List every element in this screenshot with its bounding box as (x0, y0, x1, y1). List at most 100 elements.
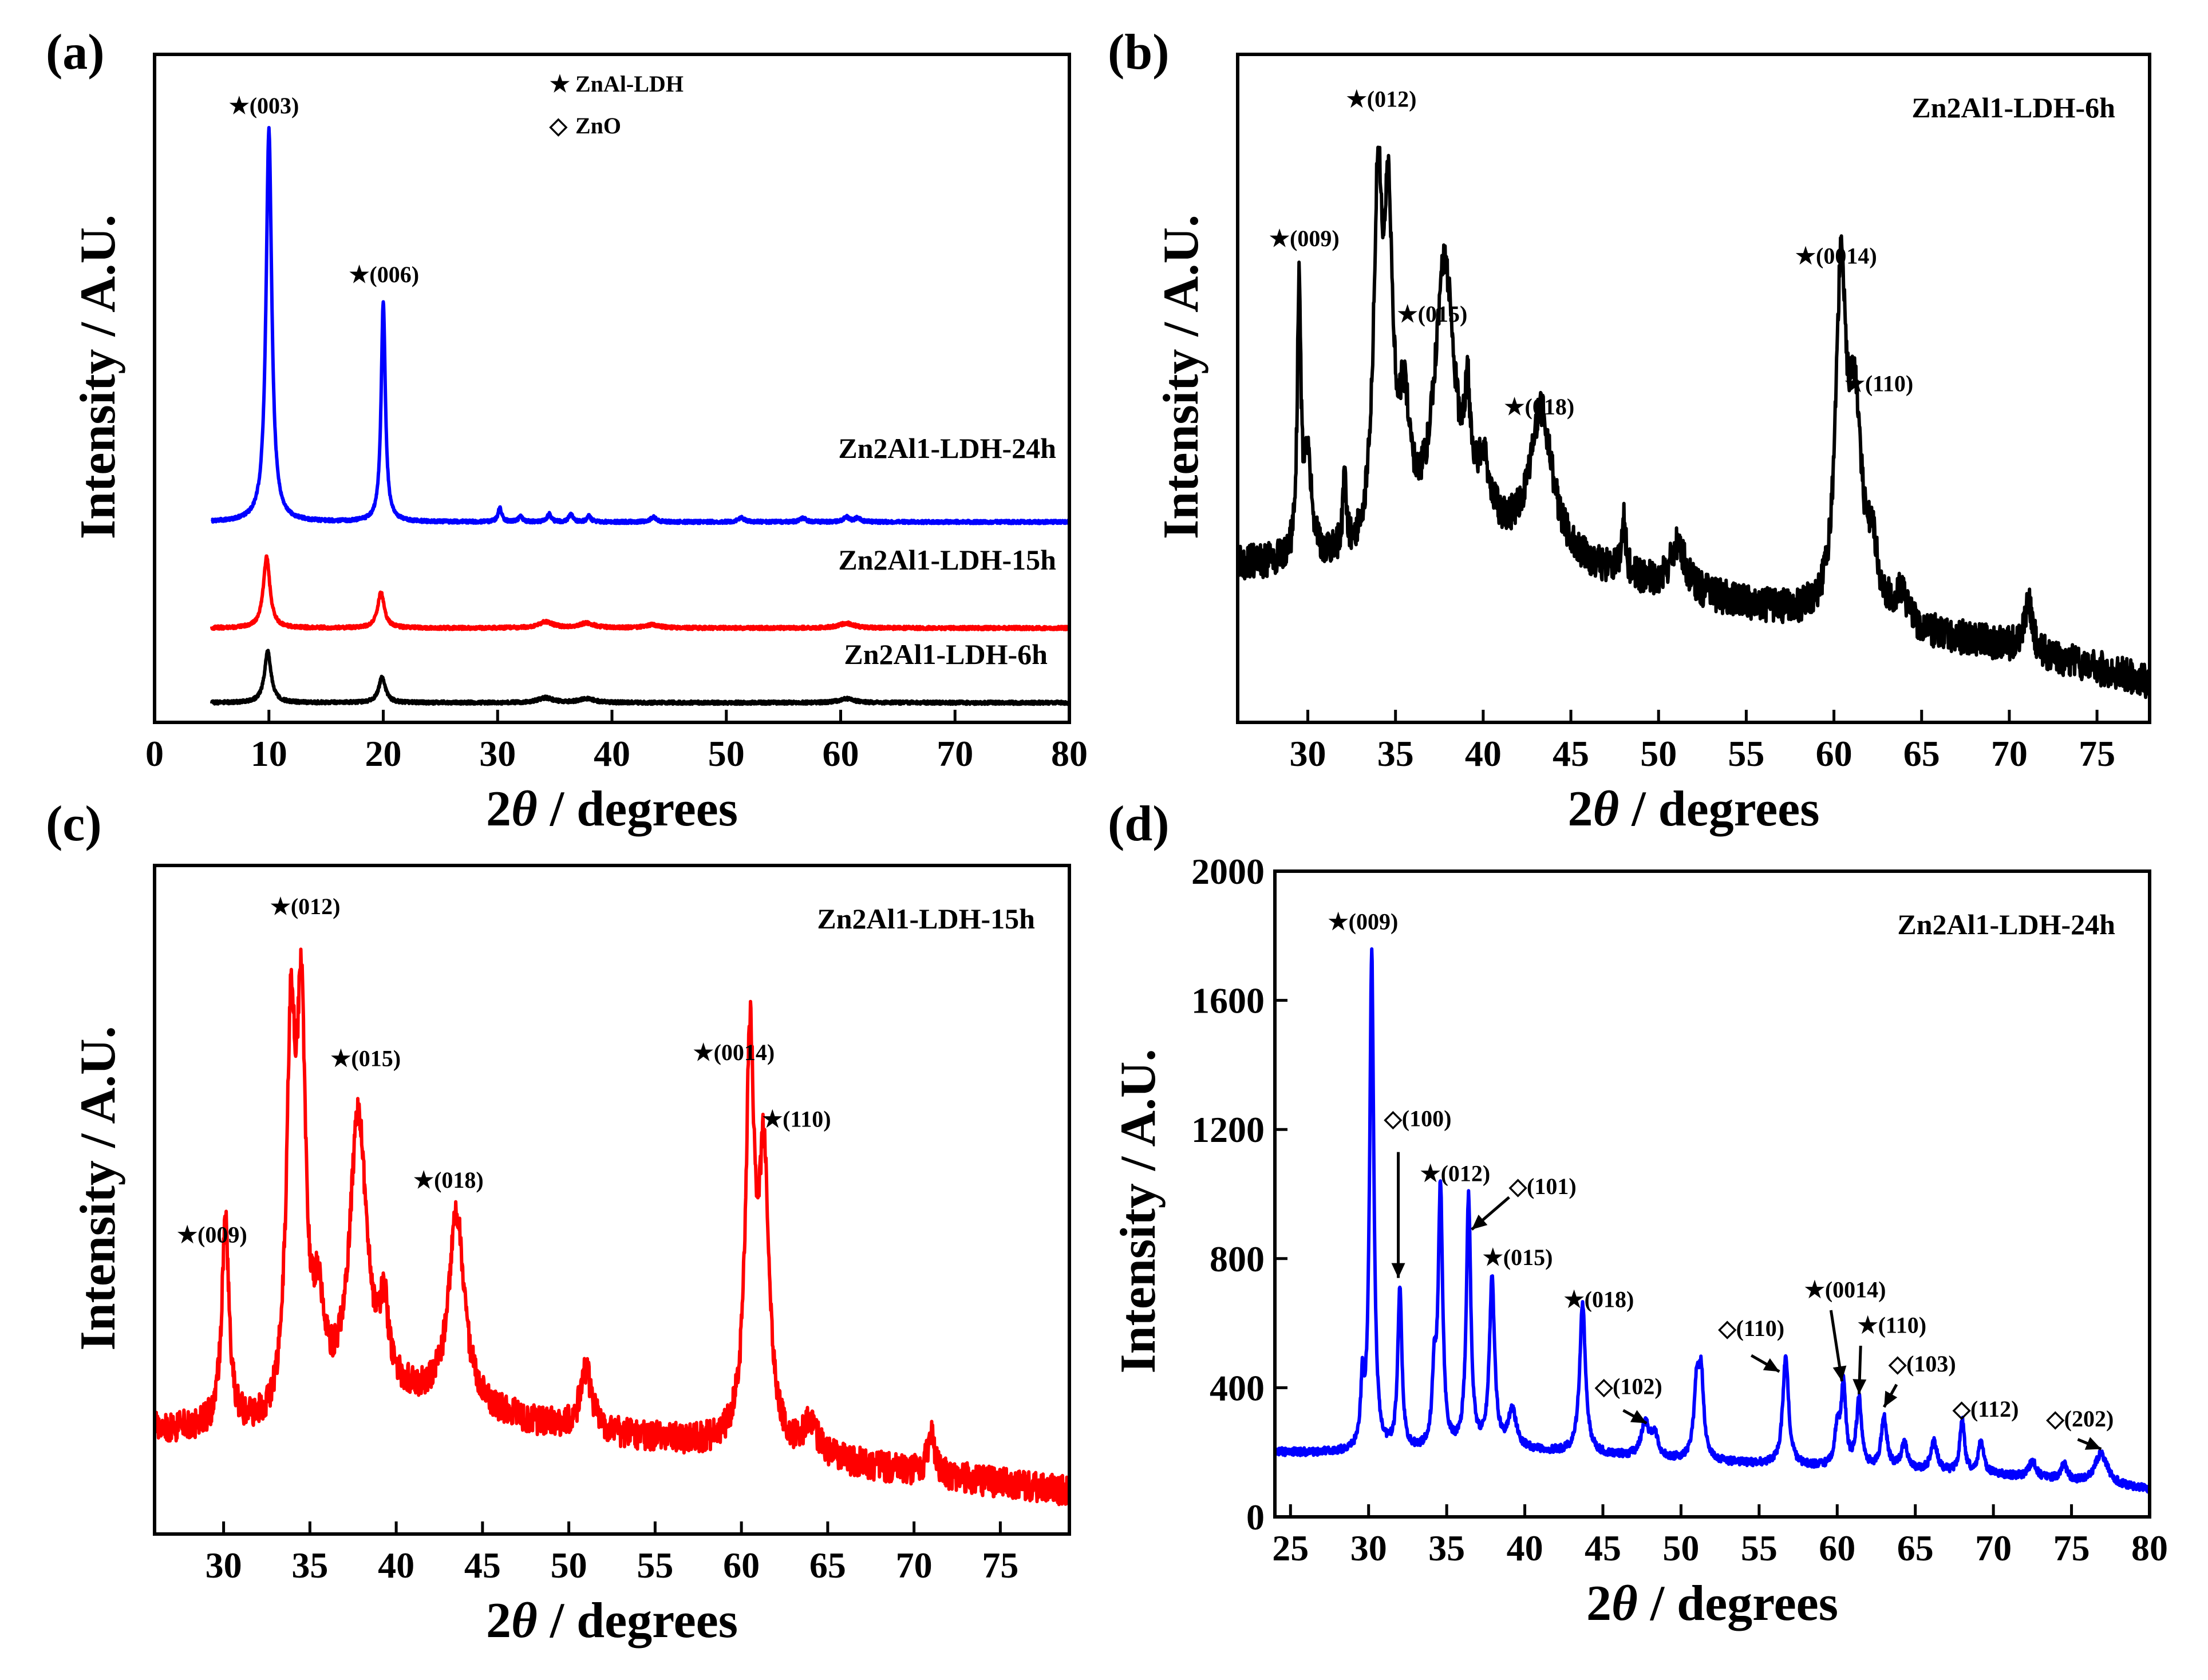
x-axis-label-prefix: 2 (1568, 781, 1593, 837)
series-line-Zn2Al1-LDH-6h (1236, 145, 2151, 699)
x-axis-label-prefix: 2 (486, 1593, 511, 1649)
arrow-head (1630, 1410, 1647, 1424)
peak-label: ★(018) (1564, 1286, 1634, 1312)
x-tick-label: 50 (1640, 733, 1677, 774)
x-tick-label: 60 (1816, 733, 1852, 774)
peak-label: ★(0014) (1804, 1276, 1886, 1302)
x-axis-label: 2θ / degrees (486, 1593, 738, 1649)
peak-label: ★(018) (413, 1167, 484, 1193)
peak-label: ◇(103) (1888, 1351, 1956, 1377)
panel-d: (d)25 30 35 40 45 50 55 60 65 70 75 800400800120016… (1108, 796, 2168, 1631)
peak-label: ★(009) (1328, 909, 1399, 935)
x-tick-label: 45 (464, 1545, 501, 1586)
series-label: Zn2Al1-LDH-15h (838, 544, 1056, 576)
x-tick-label: 45 (1553, 733, 1589, 774)
series-line-Zn2Al1-LDH-24h (210, 126, 1071, 525)
legend-symbol: ★ (550, 71, 570, 97)
x-axis-label-suffix: / degrees (1638, 1576, 1838, 1631)
x-tick-label: 70 (937, 733, 973, 774)
y-tick-label: 0 (1246, 1497, 1265, 1537)
x-tick-label: 75 (2053, 1528, 2090, 1568)
series-line-Zn2Al1-LDH-6h (210, 649, 1071, 706)
series-line-Zn2Al1-LDH-15h (210, 554, 1071, 631)
arrow-head (1832, 1365, 1847, 1382)
panel-a: (a) Zn2Al1-LDH-24h Zn2Al1-LDH-15h Zn2Al1-LD… (46, 25, 1088, 837)
x-tick-label: 60 (823, 733, 859, 774)
x-tick-label: 30 (1350, 1528, 1387, 1568)
x-axis-label: 2θ / degrees (1568, 781, 1820, 837)
peak-label: ◇(202) (2046, 1406, 2114, 1432)
x-tick-label: 0 (145, 733, 164, 774)
peak-label: ★(009) (1269, 226, 1340, 251)
series-label: Zn2Al1-LDH-6h (844, 638, 1048, 670)
peak-label: ★(015) (331, 1045, 401, 1071)
panel-c: (c) 30 35 40 45 50 55 60 65 70 75 2θ / degrees Inten… (46, 796, 1071, 1649)
x-tick-label: 70 (896, 1545, 933, 1586)
x-axis-label-theta: θ (1611, 1576, 1638, 1631)
x-tick-label: 35 (1377, 733, 1414, 774)
x-axis-label: 2θ / degrees (1586, 1576, 1838, 1631)
y-axis-label: Intensity / A.U. (1111, 1049, 1166, 1373)
y-tick-label: 2000 (1191, 851, 1265, 892)
x-tick-label: 40 (594, 733, 630, 774)
peak-label: ★(006) (349, 262, 420, 287)
plot-frame (1236, 53, 2151, 724)
y-axis-label: Intensity / A.U. (70, 1026, 126, 1350)
x-axis-label-suffix: / degrees (538, 781, 738, 837)
x-tick-label: 70 (1975, 1528, 2012, 1568)
x-axis-label-theta: θ (1593, 781, 1620, 837)
x-axis-label-suffix: / degrees (538, 1593, 738, 1649)
x-tick-label: 60 (723, 1545, 760, 1586)
peak-label: ★(018) (1504, 394, 1575, 420)
x-tick-label: 40 (1465, 733, 1502, 774)
arrow-head (1763, 1358, 1780, 1372)
y-axis-label: Intensity / A.U. (1154, 215, 1209, 539)
x-tick-label: 55 (1741, 1528, 1778, 1568)
peak-label: ◇(101) (1508, 1173, 1576, 1199)
peak-label: ★(110) (1858, 1313, 1926, 1338)
peak-label: ◇(102) (1594, 1374, 1662, 1400)
x-tick-label: 30 (1290, 733, 1326, 774)
plot-frame (153, 864, 1071, 1536)
x-tick-label: 75 (2079, 733, 2115, 774)
arrow-head (2084, 1437, 2102, 1450)
arrow-head (1471, 1214, 1488, 1230)
panel-label: (a) (46, 25, 105, 80)
x-tick-label: 55 (637, 1545, 673, 1586)
peak-label: ◇(100) (1384, 1106, 1451, 1132)
peak-label: ★(110) (762, 1106, 831, 1132)
series-line-Zn2Al1-LDH-24h (1273, 947, 2151, 1494)
peak-label: ★(012) (270, 894, 341, 919)
x-tick-label: 35 (1428, 1528, 1465, 1568)
sample-label: Zn2Al1-LDH-6h (1911, 92, 2115, 124)
y-tick-label: 1600 (1191, 981, 1265, 1021)
sample-label: Zn2Al1-LDH-24h (1897, 908, 2115, 940)
peak-label: ◇(112) (1952, 1396, 2019, 1422)
x-tick-label: 65 (1897, 1528, 1934, 1568)
y-axis-label: Intensity / A.U. (70, 215, 126, 539)
peak-label: ★(110) (1844, 371, 1913, 397)
y-tick-label: 800 (1210, 1239, 1265, 1279)
x-tick-label: 40 (378, 1545, 414, 1586)
x-tick-label: 20 (365, 733, 402, 774)
x-tick-label: 65 (1903, 733, 1940, 774)
x-tick-label: 45 (1585, 1528, 1621, 1568)
x-axis-label-suffix: / degrees (1619, 781, 1819, 837)
series-line-Zn2Al1-LDH-15h (153, 947, 1071, 1507)
x-tick-label: 80 (2131, 1528, 2168, 1568)
x-tick-label: 30 (479, 733, 516, 774)
panel-label: (d) (1108, 796, 1170, 852)
panel-b: (b) 30 35 40 45 50 55 60 65 70 75 2θ / degrees Inten… (1108, 25, 2151, 837)
x-tick-label: 40 (1507, 1528, 1543, 1568)
arrow-head (1852, 1379, 1867, 1394)
peak-label: ★(0014) (693, 1039, 775, 1065)
x-tick-label: 75 (982, 1545, 1018, 1586)
x-axis-label-prefix: 2 (1586, 1576, 1611, 1631)
peak-label: ◇(110) (1718, 1315, 1784, 1341)
x-tick-label: 50 (551, 1545, 587, 1586)
peak-label: ★(012) (1346, 86, 1417, 112)
plot-frame (1273, 869, 2151, 1519)
legend-text: ZnAl-LDH (575, 71, 684, 97)
peak-label: ★(0014) (1795, 243, 1877, 268)
